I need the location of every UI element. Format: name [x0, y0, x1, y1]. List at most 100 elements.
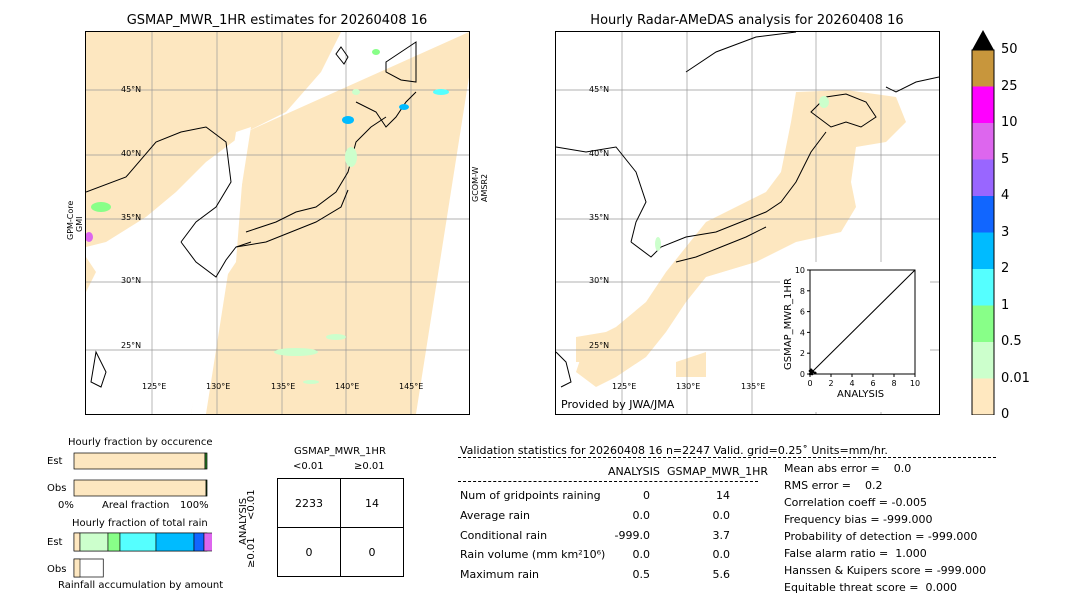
stat-label: Average rain [460, 509, 530, 522]
occurrence-chart [73, 452, 208, 497]
scatter-plot: 0 2 4 6 8 10 0 2 4 6 8 10 [780, 262, 930, 412]
score-line: Probability of detection = -999.000 [784, 530, 978, 543]
x-tick-label: 0 [807, 379, 812, 388]
stat-analysis: -999.0 [614, 529, 650, 542]
rain-fraction-obs-label: Obs [47, 564, 67, 575]
colorbar-segment [972, 123, 994, 160]
rain-fraction-segment [119, 532, 157, 552]
right-map-title: Hourly Radar-AMeDAS analysis for 2026040… [590, 13, 904, 28]
colorbar-segment [972, 269, 994, 306]
rain-fraction-title: Hourly fraction of total rain [72, 518, 208, 529]
y-tick-label: 2 [800, 349, 805, 358]
y-tick-label: 10 [795, 266, 805, 275]
colorbar-label: 2 [1001, 261, 1010, 276]
occurrence-xlabel: Areal fraction [102, 500, 170, 511]
contingency-cell: 2233 [277, 478, 341, 528]
score-line: Equitable threat score = 0.000 [784, 581, 957, 594]
contingency-col-lt: <0.01 [293, 461, 324, 472]
x-tick-label: 8 [891, 379, 896, 388]
y-tick-label: 4 [800, 328, 805, 337]
rain-fraction-segment [107, 532, 121, 552]
data-credit: Provided by JWA/JMA [561, 398, 675, 411]
right-lat-label: 45°N [589, 85, 610, 94]
right-lat-label: 40°N [589, 149, 610, 158]
stat-analysis: 0.0 [632, 509, 651, 522]
rain-fraction-obs-segment [73, 558, 81, 578]
occurrence-bar-wet [204, 452, 208, 470]
occurrence-tick-left: 0% [58, 500, 74, 511]
contingency-row-ge: ≥0.01 [246, 537, 257, 568]
left-lon-label: 130°E [206, 382, 231, 391]
occurrence-est-label: Est [47, 456, 63, 467]
colorbar-label: 50 [1001, 42, 1018, 57]
left-sensor-label-2: GMI [75, 216, 84, 232]
colorbar-segment [972, 196, 994, 233]
left-lat-label: 40°N [121, 149, 142, 158]
x-tick-label: 10 [910, 379, 920, 388]
y-tick-label: 8 [800, 287, 805, 296]
left-lat-label: 45°N [121, 85, 142, 94]
stat-label: Num of gridpoints raining [460, 489, 601, 502]
right-lon-label: 125°E [612, 382, 637, 391]
right-lat-label: 25°N [589, 341, 610, 350]
contingency-cell: 14 [340, 478, 404, 528]
occurrence-bar-wet [205, 479, 208, 497]
left-lon-label: 135°E [271, 382, 296, 391]
left-map-title: GSMAP_MWR_1HR estimates for 20260408 16 [126, 13, 428, 28]
stat-estimate: 0.0 [712, 509, 731, 522]
reference-line [809, 269, 916, 375]
contingency-row-lt: <0.01 [246, 489, 257, 520]
scatter-xlabel: ANALYSIS [837, 389, 885, 400]
left-lon-label: 140°E [335, 382, 360, 391]
colorbar [960, 30, 1000, 416]
stat-analysis: 0.0 [632, 548, 651, 561]
x-tick-label: 6 [870, 379, 875, 388]
stat-estimate: 3.7 [712, 529, 731, 542]
rain-fraction-segment [79, 532, 109, 552]
stat-label: Rain volume (mm km²10⁶) [460, 548, 606, 561]
validation-col1: ANALYSIS [608, 465, 660, 478]
contingency-cell: 0 [277, 527, 341, 577]
x-tick-label: 4 [849, 379, 854, 388]
left-lat-label: 25°N [121, 341, 142, 350]
stat-label: Maximum rain [460, 568, 539, 581]
colorbar-segment [972, 50, 994, 87]
y-tick-label: 6 [800, 308, 805, 317]
stat-estimate: 5.6 [712, 568, 731, 581]
right-map: 45°N 40°N 35°N 30°N 25°N 125°E 130°E 135… [555, 31, 940, 415]
colorbar-label: 1 [1001, 297, 1010, 313]
right-sensor-label-1: GCOM-W [471, 166, 480, 202]
contingency-col-ge: ≥0.01 [354, 461, 385, 472]
stat-estimate: 14 [716, 489, 730, 502]
colorbar-segment [972, 86, 994, 123]
left-lat-label: 35°N [121, 213, 142, 222]
colorbar-label: 5 [1001, 151, 1010, 167]
colorbar-segment [972, 305, 994, 342]
scatter-point [813, 371, 817, 375]
occurrence-title: Hourly fraction by occurence [68, 437, 213, 448]
colorbar-segment [972, 159, 994, 196]
colorbar-segment [972, 378, 994, 415]
colorbar-label: 10 [1001, 115, 1018, 130]
scatter-ylabel: GSMAP_MWR_1HR [783, 278, 794, 370]
colorbar-label: 4 [1001, 188, 1010, 203]
rain-fraction-segment [155, 532, 195, 552]
colorbar-label: 0.01 [1001, 370, 1030, 386]
left-lon-label: 125°E [142, 382, 167, 391]
rain-fraction-segment [193, 532, 205, 552]
occurrence-obs-label: Obs [47, 483, 67, 494]
contingency-cell: 0 [340, 527, 404, 577]
right-sensor-label-2: AMSR2 [480, 173, 489, 202]
colorbar-label: 0.5 [1001, 334, 1022, 349]
y-tick-label: 0 [800, 370, 805, 379]
colorbar-label: 3 [1001, 224, 1010, 240]
colorbar-canvas [971, 30, 995, 416]
score-line: RMS error = 0.2 [784, 479, 883, 492]
scatter-canvas: 0 2 4 6 8 10 0 2 4 6 8 10 [795, 266, 920, 388]
validation-header: Validation statistics for 20260408 16 n=… [460, 444, 888, 457]
rain-fraction-est-label: Est [47, 537, 63, 548]
validation-divider [458, 457, 996, 458]
x-tick-label: 2 [828, 379, 833, 388]
score-line: Correlation coeff = -0.005 [784, 496, 927, 509]
scatter-point [810, 369, 814, 373]
